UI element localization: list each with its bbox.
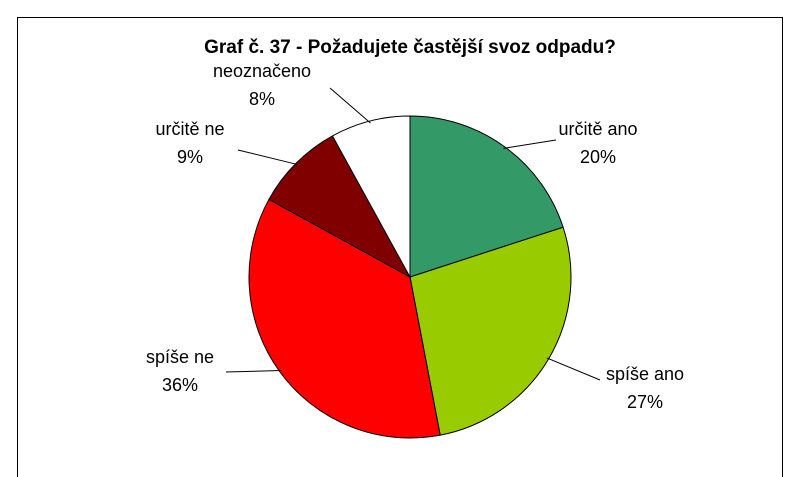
leader-line [329, 87, 371, 124]
slice-value-label: 20% [580, 147, 616, 167]
slice-label: určitě ano [558, 119, 637, 139]
slice-label: neoznačeno [213, 61, 311, 81]
slice-label: spíše ne [146, 347, 214, 367]
pie-slice [268, 135, 412, 279]
pie-slice [331, 115, 411, 278]
slice-value-label: 9% [177, 147, 203, 167]
pie-slice [248, 198, 441, 439]
slice-value-label: 36% [162, 375, 198, 395]
chart-title: Graf č. 37 - Požadujete častější svoz od… [204, 37, 616, 58]
slice-label: spíše ano [606, 364, 684, 384]
leader-line [503, 139, 557, 149]
leader-line [237, 149, 298, 166]
leader-line [225, 369, 282, 373]
leader-line [546, 357, 601, 381]
slice-value-label: 27% [627, 392, 663, 412]
slice-value-label: 8% [249, 89, 275, 109]
slice-label: určitě ne [155, 119, 224, 139]
pie-slice [409, 115, 564, 278]
